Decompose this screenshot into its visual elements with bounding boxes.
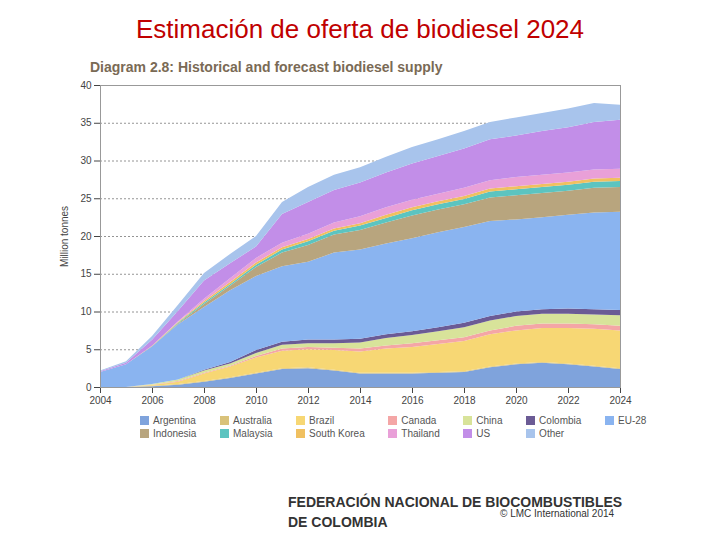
- svg-text:10: 10: [80, 306, 92, 317]
- svg-text:20: 20: [80, 231, 92, 242]
- svg-text:2022: 2022: [557, 395, 580, 406]
- svg-text:Million tonnes: Million tonnes: [59, 206, 70, 267]
- html-text:© LMC International 2014: © LMC International 2014: [500, 508, 615, 519]
- html-text:Australia: Australia: [233, 415, 272, 426]
- svg-text:30: 30: [80, 155, 92, 166]
- svg-text:2016: 2016: [401, 395, 424, 406]
- html-text:South Korea: South Korea: [309, 428, 365, 439]
- svg-text:2020: 2020: [505, 395, 528, 406]
- svg-text:0: 0: [86, 382, 92, 393]
- html-text:Argentina: Argentina: [153, 415, 196, 426]
- html-text:Colombia: Colombia: [539, 415, 582, 426]
- svg-text:2004: 2004: [89, 395, 112, 406]
- svg-text:40: 40: [80, 80, 92, 91]
- svg-text:15: 15: [80, 268, 92, 279]
- svg-text:2012: 2012: [297, 395, 320, 406]
- html-text:DE COLOMBIA: DE COLOMBIA: [288, 514, 388, 530]
- svg-text:2018: 2018: [453, 395, 476, 406]
- html-text:Estimación de oferta de biodie: Estimación de oferta de biodiesel 2024: [136, 14, 584, 44]
- html-text:EU-28: EU-28: [618, 415, 647, 426]
- html-text:China: China: [476, 415, 503, 426]
- html-text:FEDERACIÓN NACIONAL DE BIOCOMB: FEDERACIÓN NACIONAL DE BIOCOMBUSTIBLES: [288, 494, 623, 510]
- svg-text:25: 25: [80, 193, 92, 204]
- html-text:Brazil: Brazil: [309, 415, 335, 426]
- svg-text:5: 5: [86, 344, 92, 355]
- svg-text:2010: 2010: [245, 395, 268, 406]
- html-text:Malaysia: Malaysia: [233, 428, 273, 439]
- html-text:Canada: Canada: [401, 415, 437, 426]
- html-text:US: US: [476, 428, 491, 439]
- svg-text:2006: 2006: [141, 395, 164, 406]
- html-text:Other: Other: [539, 428, 565, 439]
- svg-text:35: 35: [80, 117, 92, 128]
- svg-text:2008: 2008: [193, 395, 216, 406]
- html-text:Indonesia: Indonesia: [153, 428, 197, 439]
- html-text:Diagram 2.8: Historical and fo: Diagram 2.8: Historical and forecast bio…: [90, 59, 443, 75]
- svg-text:2024: 2024: [609, 395, 632, 406]
- html-text:Thailand: Thailand: [401, 428, 440, 439]
- svg-text:2014: 2014: [349, 395, 372, 406]
